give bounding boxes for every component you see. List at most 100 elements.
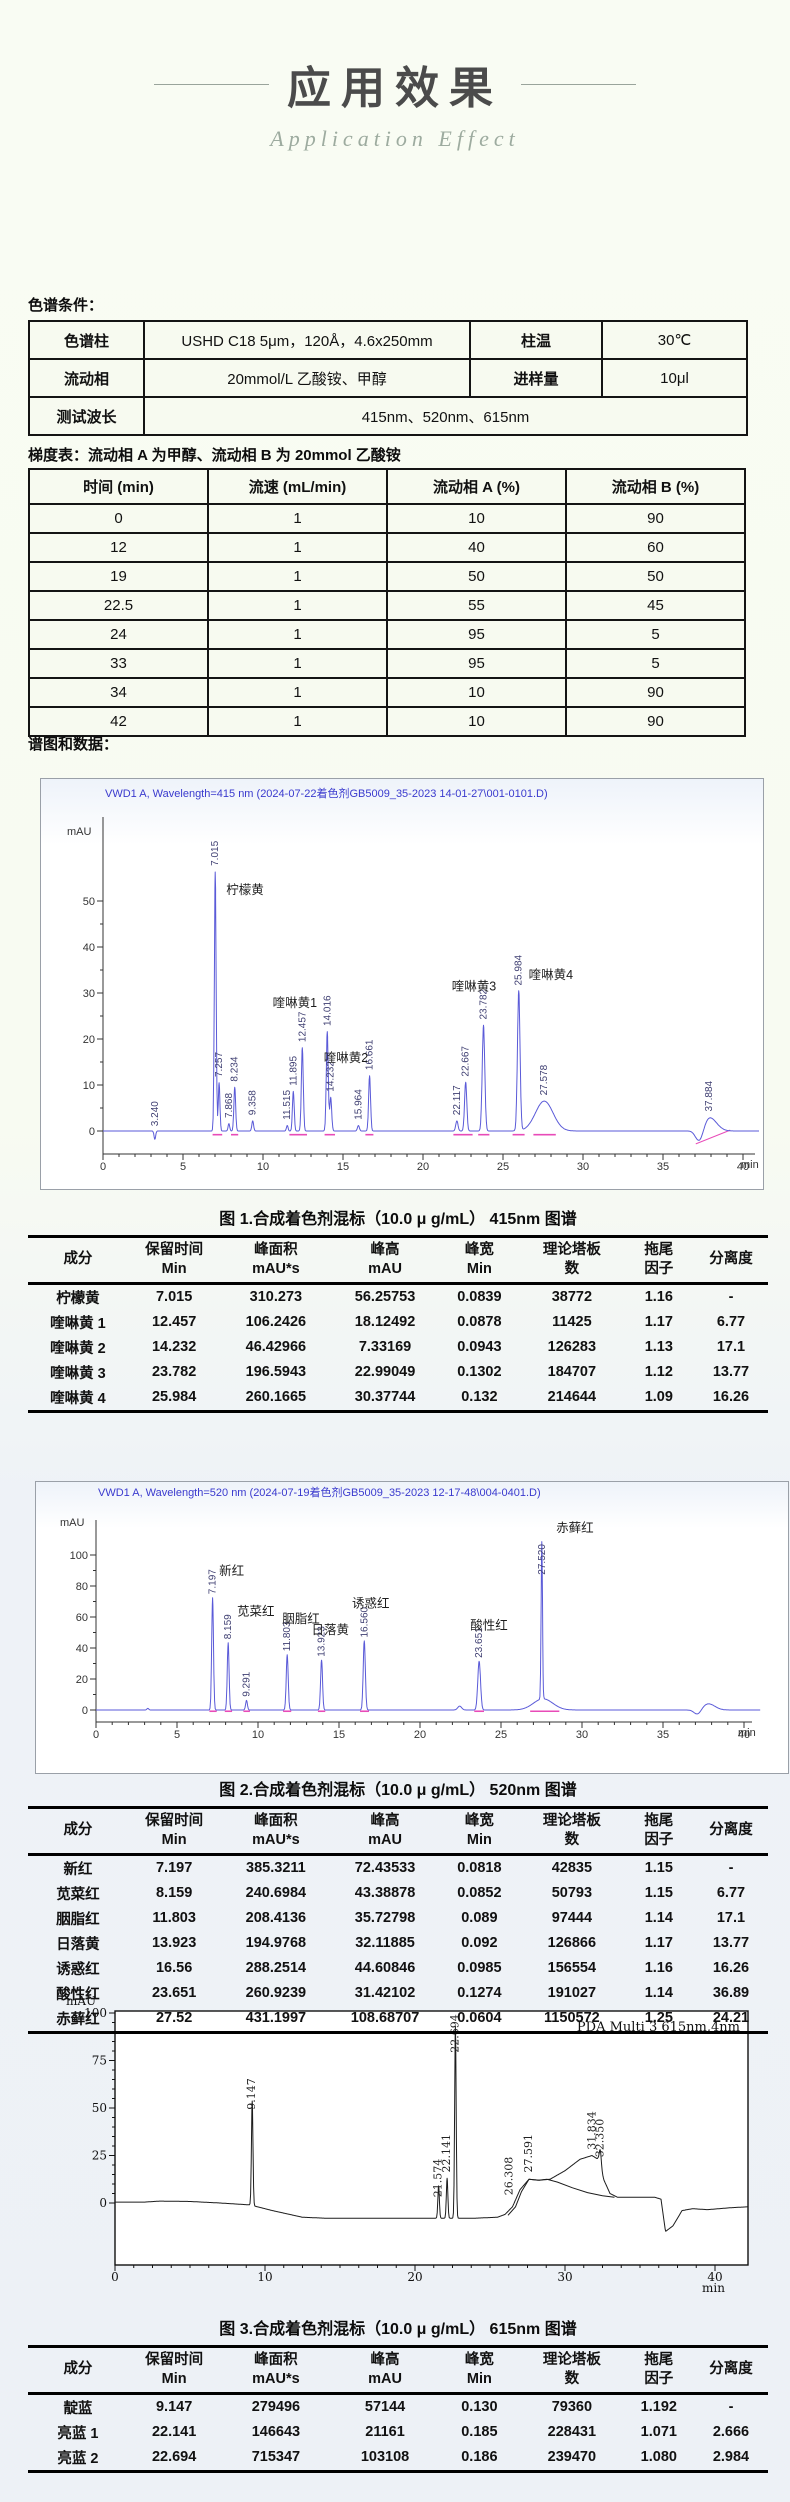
table-cell: 喹啉黄 1 — [50, 1315, 106, 1332]
table-cell: 50 — [565, 561, 746, 592]
table-cell: 17.1 — [716, 1339, 746, 1356]
x-tick-label: 35 — [657, 1729, 669, 1741]
x-tick-label: 0 — [111, 2270, 119, 2284]
table-cell: 1 — [207, 706, 388, 737]
table-cell: 310.273 — [249, 1289, 303, 1306]
conditions-table: 色谱柱 USHD C18 5μm，120Å，4.6x250mm 柱温 30℃ 流… — [28, 320, 748, 436]
result-table-415-box: 图 1.合成着色剂混标（10.0 μ g/mL） 415nm 图谱 成分 保留时间… — [28, 1205, 768, 1413]
table-cell: 30.37744 — [354, 1389, 416, 1406]
secondary-trace — [695, 1129, 731, 1145]
page-title: 应用效果 — [287, 64, 503, 113]
peak-retention-label: 31.834 — [586, 2111, 599, 2150]
x-tick-label: 30 — [557, 2270, 572, 2284]
x-tick-label: 40 — [738, 1729, 750, 1741]
table-cell: 22.694 — [151, 2449, 197, 2466]
x-axis-unit: min — [702, 2281, 725, 2293]
peak-retention-label: 27.591 — [522, 2134, 535, 2173]
table-cell: 2.984 — [712, 2449, 750, 2466]
table-row: 0 1 10 90 — [28, 503, 746, 534]
page-header: 应用效果 Application Effect — [0, 52, 790, 152]
x-tick-label: 20 — [414, 1729, 426, 1741]
column-header: 理论塔板 数 — [542, 2352, 601, 2387]
table-cell: 1.192 — [640, 2399, 677, 2416]
x-tick-label: 10 — [257, 1161, 269, 1173]
table-cell: 95 — [386, 619, 567, 650]
table-cell: 279496 — [251, 2399, 301, 2416]
table-cell: 240.6984 — [245, 1885, 307, 1902]
column-header: 分离度 — [709, 1251, 753, 1268]
table-cell: 喹啉黄 3 — [50, 1365, 106, 1382]
column-header: 峰面积 mAU*s — [252, 1813, 300, 1848]
table-cell: 31.42102 — [354, 1985, 416, 2002]
peak-retention-label: 23.651 — [474, 1627, 485, 1658]
table-cell: 亮蓝 2 — [57, 2450, 99, 2467]
column-header: 理论塔板 数 — [542, 1813, 601, 1848]
table-cell: 43.38878 — [354, 1885, 416, 1902]
table-cell: 苋菜红 — [56, 1886, 100, 1903]
chromatogram-415-panel: VWD1 A, Wavelength=415 nm (2024-07-22着色剂… — [40, 778, 764, 1190]
x-tick-label: 15 — [337, 1161, 349, 1173]
table-cell: 214644 — [547, 1389, 597, 1406]
table-row: 42 1 10 90 — [28, 706, 746, 737]
compound-label: 诱惑红 — [352, 1596, 390, 1611]
signal-trace — [115, 2025, 748, 2232]
table-cell: 90 — [565, 706, 746, 737]
peak-retention-label: 3.240 — [150, 1101, 161, 1126]
table-cell: 6.77 — [716, 1885, 746, 1902]
y-axis-unit: mAU — [67, 826, 92, 838]
table-cell: 46.42966 — [245, 1339, 307, 1356]
table-caption: 图 1.合成着色剂混标（10.0 μ g/mL） 415nm 图谱 — [219, 1211, 577, 1228]
table-cell: 27.52 — [155, 2010, 193, 2027]
table-cell: 10 — [386, 677, 567, 708]
table-caption: 图 2.合成着色剂混标（10.0 μ g/mL） 520nm 图谱 — [219, 1782, 577, 1799]
y-tick-label: 100 — [70, 1550, 88, 1562]
table-cell: 25.984 — [151, 1389, 197, 1406]
column-header: 保留时间 Min — [145, 2352, 204, 2387]
x-tick-label: 0 — [93, 1729, 99, 1741]
page-subtitle: Application Effect — [270, 126, 520, 151]
table-cell: 0.186 — [461, 2449, 498, 2466]
table-cell: 1.071 — [640, 2424, 677, 2441]
peak-retention-label: 8.159 — [223, 1614, 234, 1639]
peak-retention-label: 8.234 — [230, 1056, 241, 1081]
table-cell: 14.232 — [151, 1339, 197, 1356]
table-cell: 260.1665 — [245, 1389, 307, 1406]
y-tick-label: 10 — [83, 1080, 95, 1092]
y-tick-label: 40 — [76, 1643, 88, 1655]
column-header: 理论塔板 数 — [542, 1242, 601, 1277]
compound-label: 新红 — [219, 1563, 244, 1578]
table-cell: 126866 — [547, 1935, 597, 1952]
table-cell: 60 — [565, 532, 746, 563]
peak-retention-label: 37.884 — [704, 1080, 715, 1111]
peak-retention-label: 9.147 — [245, 2078, 258, 2110]
table-cell: 0.1274 — [457, 1985, 502, 2002]
x-tick-label: 5 — [180, 1161, 186, 1173]
table-cell: 16.56 — [155, 1960, 193, 1977]
table-cell: 1.16 — [644, 1960, 673, 1977]
table-cell: 12.457 — [151, 1314, 197, 1331]
peak-retention-label: 27.578 — [539, 1064, 550, 1095]
table-cell: 1.14 — [644, 1910, 673, 1927]
conditions-label: 色谱条件： — [28, 297, 104, 314]
chromatogram-520-panel: VWD1 A, Wavelength=520 nm (2024-07-19着色剂… — [35, 1481, 789, 1774]
compound-label: 苋菜红 — [237, 1603, 275, 1618]
table-cell: 146643 — [251, 2424, 301, 2441]
peak-retention-label: 7.868 — [224, 1093, 235, 1118]
table-row: 亮蓝 1 22.141 146643 21161 0.185 228431 1.071 2.6… — [28, 2420, 768, 2445]
y-tick-label: 100 — [84, 2006, 107, 2020]
table-cell: 1.17 — [644, 1935, 673, 1952]
peak-retention-label: 14.016 — [322, 995, 333, 1026]
table-cell: 8.159 — [155, 1885, 193, 1902]
table-row: 24 1 95 5 — [28, 619, 746, 650]
table-row: 喹啉黄 4 25.984 260.1665 30.37744 0.132 214644 1.… — [28, 1385, 768, 1412]
table-cell: 42835 — [551, 1860, 593, 1877]
table-cell: 95 — [386, 648, 567, 679]
peak-retention-label: 7.015 — [210, 840, 221, 865]
column-header: 流动相 B (%) — [565, 468, 746, 505]
column-header: 拖尾 因子 — [644, 2352, 674, 2387]
y-tick-label: 30 — [83, 988, 95, 1000]
peak-retention-label: 32.350 — [593, 2119, 606, 2158]
table-cell: 19 — [28, 561, 209, 592]
table-row: 喹啉黄 2 14.232 46.42966 7.33169 0.0943 126283 1.… — [28, 1335, 768, 1360]
